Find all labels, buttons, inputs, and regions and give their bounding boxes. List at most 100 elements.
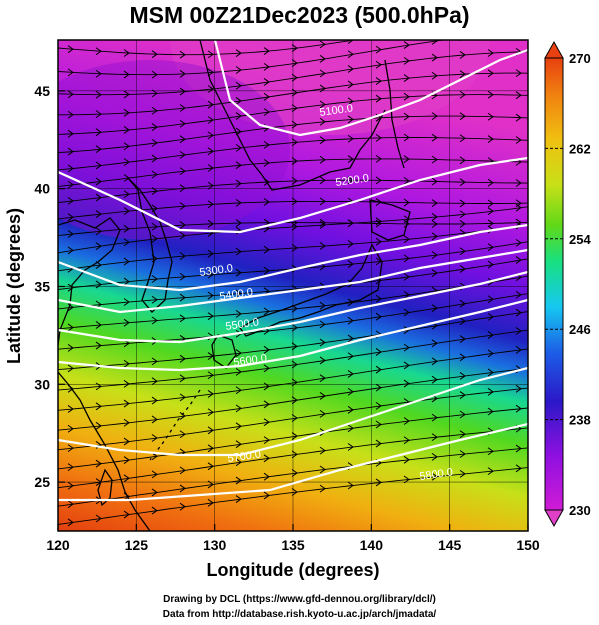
wind-arrow xyxy=(319,221,326,229)
wind-arrow xyxy=(375,348,382,356)
wind-arrow xyxy=(207,131,214,140)
wind-arrow xyxy=(319,54,326,63)
wind-arrow xyxy=(319,392,326,400)
wind-arrow xyxy=(487,295,494,304)
wind-arrow xyxy=(488,31,493,38)
x-tick-label: 135 xyxy=(281,537,305,553)
wind-arrow xyxy=(431,213,438,221)
wind-arrow xyxy=(95,177,102,186)
wind-arrow xyxy=(123,492,130,501)
wind-arrow xyxy=(179,412,186,420)
wind-arrow xyxy=(319,117,326,126)
wind-arrow xyxy=(375,383,382,392)
wind-arrow xyxy=(431,71,438,80)
streamline xyxy=(58,200,528,220)
wind-arrow xyxy=(431,220,438,228)
wind-arrow xyxy=(403,56,410,65)
wind-arrow xyxy=(319,320,326,329)
wind-arrow xyxy=(319,40,326,49)
wind-arrow xyxy=(67,481,74,490)
x-tick-label: 150 xyxy=(516,537,540,553)
wind-arrow xyxy=(95,341,102,350)
wind-arrow xyxy=(179,272,186,281)
wind-arrow xyxy=(403,74,410,82)
contour-label: 5600.0 xyxy=(233,352,268,369)
wind-arrow xyxy=(263,198,270,206)
wind-arrow xyxy=(375,133,382,142)
wind-arrow xyxy=(403,198,410,207)
wind-arrow xyxy=(263,178,270,186)
wind-arrow xyxy=(347,316,354,325)
colorbar-bar xyxy=(544,57,564,511)
wind-arrow xyxy=(207,408,214,417)
wind-arrow xyxy=(487,243,494,252)
wind-arrow xyxy=(347,50,354,59)
wind-arrow xyxy=(487,135,494,143)
wind-arrow xyxy=(460,18,465,25)
colorbar-tick-label: 246 xyxy=(569,322,591,337)
wind-arrow xyxy=(291,469,298,477)
colorbar-tick-label: 270 xyxy=(569,51,591,66)
wind-arrow xyxy=(235,49,242,58)
wind-arrow xyxy=(459,353,466,362)
wind-arrow xyxy=(179,293,186,302)
wind-arrow xyxy=(179,167,186,176)
wind-arrow xyxy=(67,518,74,527)
wind-arrow xyxy=(235,247,242,256)
wind-arrow xyxy=(95,261,102,269)
wind-arrow xyxy=(95,514,102,523)
wind-arrow xyxy=(207,164,214,172)
wind-arrow xyxy=(151,50,158,59)
wind-arrow xyxy=(403,133,410,142)
wind-arrow xyxy=(263,400,270,409)
wind-arrow xyxy=(235,219,242,227)
wind-arrow xyxy=(263,245,270,254)
wind-arrow xyxy=(123,379,130,388)
wind-arrow xyxy=(375,77,382,85)
wind-arrow xyxy=(207,219,214,228)
wind-arrow xyxy=(403,290,410,299)
wind-arrow xyxy=(235,495,242,503)
wind-arrow xyxy=(487,349,494,358)
streamline xyxy=(58,223,528,272)
wind-arrow xyxy=(207,50,214,59)
wind-arrow xyxy=(403,308,410,317)
wind-arrow xyxy=(95,459,102,468)
wind-arrow xyxy=(347,334,354,343)
wind-arrow xyxy=(431,269,438,277)
wind-arrow xyxy=(263,62,270,71)
wind-arrow xyxy=(431,199,438,207)
wind-arrow xyxy=(431,339,438,348)
wind-arrow xyxy=(123,70,130,79)
wind-arrow xyxy=(516,10,521,17)
wind-arrow xyxy=(432,22,437,29)
wind-arrow xyxy=(291,396,298,405)
wind-arrow xyxy=(319,465,326,474)
coastline-china xyxy=(58,217,121,346)
wind-arrow xyxy=(207,291,214,300)
wind-arrow xyxy=(431,177,438,186)
wind-arrow xyxy=(179,70,186,78)
wind-arrow xyxy=(515,464,522,473)
wind-arrow xyxy=(151,275,158,283)
wind-arrow xyxy=(67,323,74,332)
wind-arrow xyxy=(375,257,382,266)
x-tick-label: 120 xyxy=(46,537,70,553)
wind-arrow xyxy=(291,450,298,459)
wind-arrow xyxy=(375,217,382,226)
wind-arrow xyxy=(235,349,242,357)
wind-arrow xyxy=(67,283,74,292)
wind-arrow xyxy=(179,466,186,475)
wind-arrow xyxy=(235,440,242,449)
wind-arrow xyxy=(67,230,74,238)
credit-drawing: Drawing by DCL (https://www.gfd-dennou.o… xyxy=(163,594,436,605)
x-tick-label: 145 xyxy=(438,537,462,553)
wind-arrow xyxy=(459,51,466,59)
wind-arrow xyxy=(179,202,186,211)
wind-arrow xyxy=(459,450,466,458)
y-tick-label: 30 xyxy=(34,376,50,392)
wind-arrow xyxy=(67,463,74,472)
wind-arrow xyxy=(207,312,214,321)
wind-arrow xyxy=(207,462,214,471)
wind-arrow xyxy=(375,312,382,321)
